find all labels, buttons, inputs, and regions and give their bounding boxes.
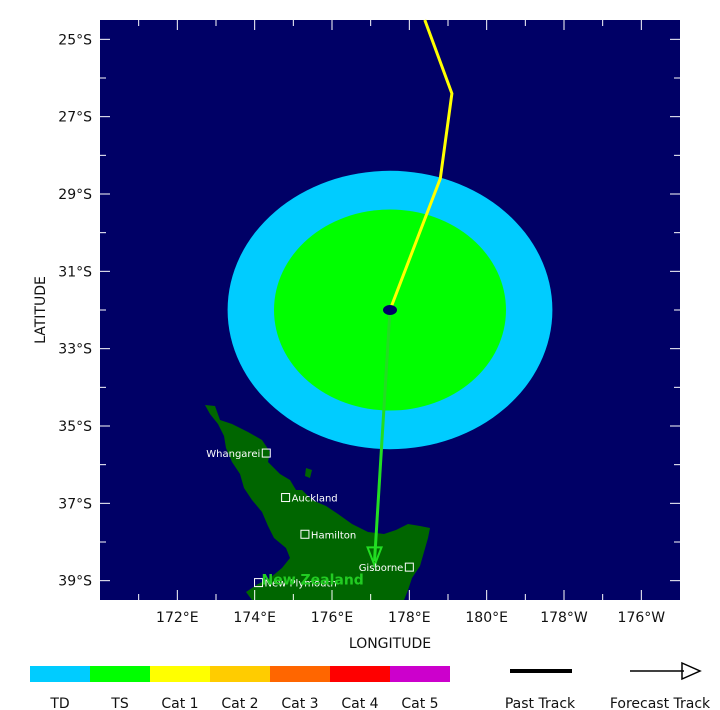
forecast-arrowhead [366, 546, 383, 569]
map-area: Whangarei Auckland Hamilton Gisborne New Ply… [100, 19, 680, 600]
legend-category-label: Cat 4 [341, 696, 378, 710]
forecast-track-legend-label: Forecast Track [610, 696, 711, 710]
y-tick-label: 29°S [58, 187, 92, 203]
city-label: Hamilton [311, 530, 356, 541]
x-tick-label: 174°E [233, 610, 276, 626]
y-tick-label: 37°S [58, 496, 92, 512]
y-tick-label: 33°S [58, 342, 92, 358]
x-axis-title: LONGITUDE [349, 636, 431, 652]
axis-ticks [100, 20, 680, 600]
coromandel-islet [305, 468, 312, 478]
legend-swatch [330, 666, 390, 682]
city-marker [404, 562, 414, 572]
legend-color-bar [30, 666, 450, 682]
x-tick-label: 180°E [465, 610, 508, 626]
cities-layer: Whangarei Auckland Hamilton Gisborne New Ply… [206, 448, 414, 590]
x-tick-label: 176°E [311, 610, 354, 626]
y-tick-labels: 25°S 27°S 29°S 31°S 33°S 35°S 37°S 39°S [58, 32, 92, 589]
y-tick-label: 39°S [58, 574, 92, 590]
legend-category-label: TS [110, 696, 129, 710]
country-label: New Zealand [261, 573, 363, 589]
city-label: New Plymouth [265, 579, 337, 590]
legend-category-label: TD [49, 696, 69, 710]
legend-category-label: Cat 2 [221, 696, 258, 710]
x-tick-label: 176°W [618, 610, 666, 626]
legend-swatch [90, 666, 150, 682]
legend-swatch [270, 666, 330, 682]
y-tick-label: 31°S [58, 264, 92, 280]
legend-category-labels: TD TS Cat 1 Cat 2 Cat 3 Cat 4 Cat 5 [49, 696, 438, 710]
x-tick-label: 172°E [156, 610, 199, 626]
city-marker [300, 529, 310, 539]
city-label: Auckland [292, 494, 338, 505]
forecast-track-line [373, 309, 392, 562]
forecast-track-legend-arrow [681, 661, 702, 681]
legend: TD TS Cat 1 Cat 2 Cat 3 Cat 4 Cat 5 Past Track… [30, 661, 711, 710]
legend-category-label: Cat 1 [161, 696, 198, 710]
y-axis-title: LATITUDE [33, 276, 49, 344]
legend-swatch [210, 666, 270, 682]
storm-center-marker [383, 305, 397, 315]
legend-swatch [30, 666, 90, 682]
legend-category-label: Cat 5 [401, 696, 438, 710]
x-tick-label: 178°E [388, 610, 431, 626]
x-tick-labels: 172°E 174°E 176°E 178°E 180°E 178°W 176°W [156, 610, 665, 626]
legend-category-label: Cat 3 [281, 696, 318, 710]
city-marker [281, 493, 291, 503]
legend-swatch [150, 666, 210, 682]
past-track-legend-label: Past Track [505, 696, 576, 710]
city-label: Gisborne [359, 563, 404, 574]
x-tick-label: 178°W [540, 610, 588, 626]
legend-swatch [390, 666, 450, 682]
city-marker [254, 578, 264, 588]
city-marker [261, 448, 271, 458]
past-track-line [388, 19, 454, 311]
city-label: Whangarei [206, 449, 260, 460]
y-tick-label: 25°S [58, 32, 92, 48]
y-tick-label: 35°S [58, 419, 92, 435]
y-tick-label: 27°S [58, 110, 92, 126]
